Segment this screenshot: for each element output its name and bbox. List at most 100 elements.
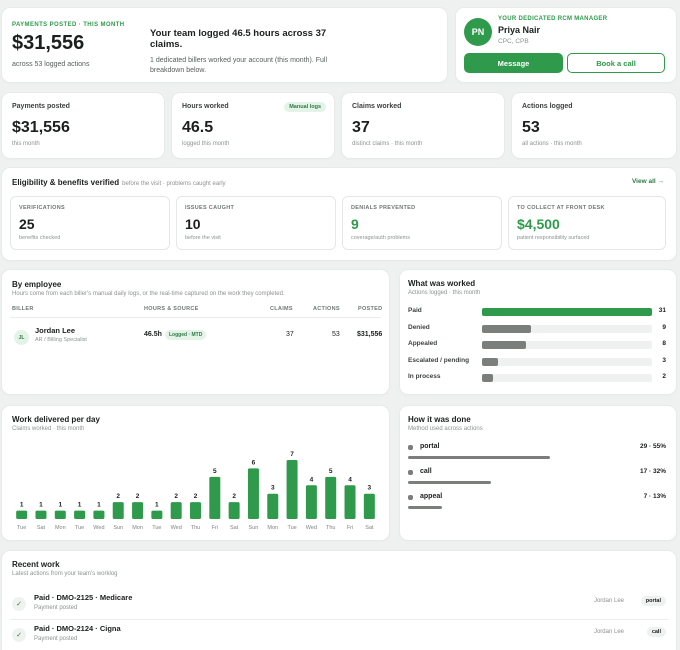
bar-6 [132, 502, 144, 519]
worked-bar-fill [482, 308, 652, 316]
x-tick-label-1: Sat [37, 525, 46, 531]
header-divider [10, 317, 381, 318]
work-per-day-card: Work delivered per day Claims worked · t… [2, 406, 389, 540]
employee-subtitle: Hours come from each biller's manual dai… [12, 291, 285, 297]
check-icon: ✓ [12, 597, 26, 611]
recent-title: Recent work [12, 560, 60, 569]
bar-value-label-15: 4 [310, 476, 314, 483]
x-tick-label-11: Sat [230, 525, 239, 531]
worked-row-label: Denied [408, 323, 430, 331]
tile-value: $4,500 [517, 216, 560, 232]
worked-bar-fill [482, 341, 526, 349]
method-count: 17 · 32% [639, 468, 666, 475]
tile-note: coverage/auth problems [351, 235, 411, 241]
employee-name: Jordan Lee [35, 326, 76, 335]
how-title: How it was done [408, 415, 471, 424]
x-tick-label-8: Wed [171, 525, 182, 531]
bar-17 [344, 485, 356, 519]
eligibility-card: Eligibility & benefits verified before th… [2, 168, 676, 260]
method-dot-icon [408, 445, 413, 450]
list-item[interactable]: ✓ Paid · DMO-2125 · Medicare Payment pos… [10, 591, 666, 619]
message-button[interactable]: Message [464, 53, 563, 73]
by-employee-card: By employee Hours come from each biller'… [2, 270, 389, 394]
recent-work-card: Recent work Latest actions from your tea… [2, 551, 676, 650]
x-tick-label-17: Fri [347, 525, 353, 531]
book-call-button[interactable]: Book a call [567, 53, 665, 73]
manual-logs-badge: Manual logs [284, 102, 326, 112]
hero-amount: $31,556 [12, 32, 85, 54]
employee-actions: 53 [332, 331, 340, 338]
bar-value-label-8: 2 [174, 493, 178, 500]
issues-caught-tile: ISSUES CAUGHT 10 before the visit [176, 196, 336, 250]
bar-value-label-13: 3 [271, 485, 275, 492]
bar-value-label-10: 5 [213, 468, 217, 475]
x-tick-label-9: Thu [191, 525, 200, 531]
bar-3 [74, 510, 86, 519]
worked-row-value: 8 [662, 340, 666, 347]
bar-value-label-16: 5 [329, 468, 333, 475]
stat-value: 53 [522, 119, 540, 136]
stat-note: logged this month [182, 141, 230, 147]
method-badge: call [646, 627, 666, 637]
worked-row: Escalated / pending 3 [408, 357, 666, 367]
bar-value-label-0: 1 [20, 502, 24, 509]
eligibility-title: Eligibility & benefits verified before th… [12, 178, 226, 187]
stat-note: all actions · this month [522, 141, 582, 147]
bar-value-label-14: 7 [290, 451, 294, 458]
bar-12 [247, 468, 259, 519]
manager-role: YOUR DEDICATED RCM MANAGER [498, 16, 608, 22]
bar-1 [35, 510, 47, 519]
bar-15 [305, 485, 317, 519]
x-tick-label-10: Fri [212, 525, 218, 531]
hero-sub: across 53 logged actions [12, 61, 90, 68]
column-header-biller: BILLER [12, 306, 34, 312]
what-was-worked-card: What was worked Actions logged · this mo… [400, 270, 676, 394]
tile-note: patient responsibility surfaced [517, 235, 590, 241]
method-count: 29 · 55% [639, 443, 666, 450]
tile-value: 9 [351, 216, 359, 232]
bar-10 [209, 476, 221, 519]
eligibility-title-text: Eligibility & benefits verified [12, 178, 120, 187]
method-count: 7 · 13% [643, 493, 666, 500]
stat-note: distinct claims · this month [352, 141, 423, 147]
worked-subtitle: Actions logged · this month [408, 290, 481, 296]
worked-row: Appealed 8 [408, 340, 666, 350]
worked-row-value: 3 [662, 356, 666, 364]
x-tick-label-14: Tue [287, 525, 296, 531]
worked-title: What was worked [408, 279, 476, 288]
hero-label: PAYMENTS POSTED · THIS MONTH [12, 22, 125, 28]
x-tick-label-13: Mon [267, 525, 278, 531]
worked-bar-track [482, 324, 652, 333]
hero-headline: Your team logged 46.5 hours across 37 cl… [150, 28, 327, 50]
daily-subtitle: Claims worked · this month [12, 426, 85, 432]
employee-role: AR / Billing Specialist [35, 337, 87, 343]
list-item[interactable]: ✓ Paid · DMO-2124 · Cigna Payment posted… [10, 622, 666, 650]
tile-label: TO COLLECT AT FRONT DESK [517, 205, 605, 211]
view-all-link[interactable]: View all → [631, 178, 664, 185]
hours-source-badge: Logged · MTD [165, 330, 207, 340]
how-subtitle: Method used across actions [408, 426, 483, 432]
bar-value-label-9: 2 [194, 493, 198, 500]
column-header-claims: CLAIMS [270, 306, 293, 312]
worked-bar-track [482, 374, 652, 382]
x-tick-label-16: Thu [326, 525, 335, 531]
stat-label: Actions logged [522, 103, 573, 110]
column-header-hours: HOURS & SOURCE [144, 306, 199, 312]
worked-row-label: Paid [408, 307, 422, 314]
x-tick-label-7: Tue [152, 525, 161, 531]
worked-row: In process 2 [408, 373, 666, 383]
manager-name: Priya Nair [498, 25, 541, 35]
bar-5 [112, 502, 124, 519]
bar-7 [151, 510, 163, 519]
bar-13 [267, 493, 279, 519]
worked-row-value: 2 [662, 373, 666, 380]
employee-claims: 37 [286, 331, 294, 338]
column-header-posted: POSTED [358, 306, 383, 312]
x-tick-label-0: Tue [17, 525, 26, 531]
worked-row-value: 31 [658, 307, 666, 314]
bar-value-label-7: 1 [155, 502, 159, 509]
bar-value-label-1: 1 [39, 502, 43, 509]
stat-card-hours: Hours worked Manual logs 46.5 logged thi… [172, 93, 334, 158]
avatar: PN [464, 18, 492, 46]
stat-card-payments: Payments posted $31,556 this month [2, 93, 164, 158]
